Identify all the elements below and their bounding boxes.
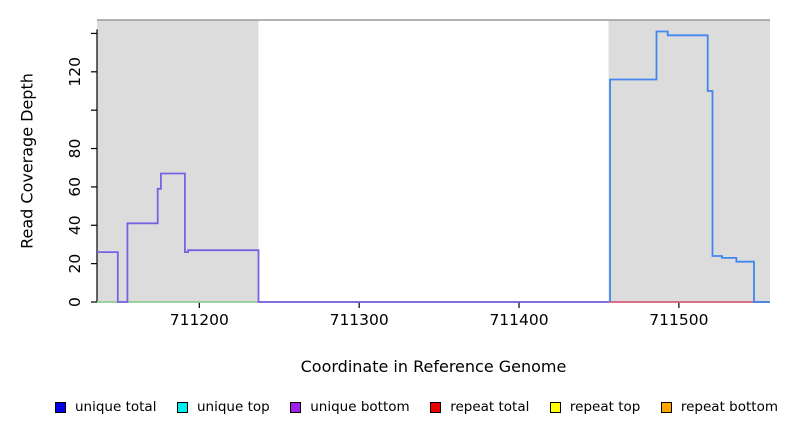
y-tick-label: 120 [66,57,84,87]
legend-item-repeat-bottom: repeat bottom [660,399,778,415]
y-axis-title: Read Coverage Depth [17,73,37,249]
legend-label-repeat-bottom: repeat bottom [680,399,778,415]
x-tick-label: 711300 [330,311,389,329]
x-tick-label: 711500 [649,311,708,329]
y-tick-label: 40 [66,215,84,235]
shaded-region-left [97,20,259,302]
legend-swatch-unique-top-icon [177,401,188,413]
legend-label-unique-top: unique top [197,399,270,415]
legend-label-unique-bottom: unique bottom [310,399,410,415]
y-tick-label: 20 [66,254,84,274]
legend-swatch-unique-total-icon [55,401,66,413]
y-tick-label: 0 [66,297,84,307]
legend-item-unique-top: unique top [177,399,270,415]
legend-item-unique-bottom: unique bottom [290,399,410,415]
shaded-region-right [608,20,770,302]
x-tick-label: 711200 [170,311,229,329]
y-tick-label: 80 [66,139,84,159]
legend-swatch-repeat-total-icon [430,401,442,413]
legend-item-repeat-top: repeat top [549,399,641,415]
x-tick-label: 711400 [489,311,548,329]
legend-label-repeat-top: repeat top [569,399,641,415]
y-tick-label: 60 [66,177,84,197]
legend-swatch-repeat-top-icon [549,401,561,413]
legend-swatch-unique-bottom-icon [290,401,302,413]
series-unique-total-line [609,30,770,303]
x-axis-title: Coordinate in Reference Genome [300,357,567,376]
legend-label-repeat-total: repeat total [450,399,530,415]
legend: unique total unique top unique bottom re… [0,396,792,418]
legend-swatch-repeat-bottom-icon [660,401,672,413]
legend-item-unique-total: unique total [55,399,156,415]
legend-label-unique-total: unique total [75,399,157,415]
legend-item-repeat-total: repeat total [430,399,529,415]
series-unique-bottom-line [97,172,609,303]
